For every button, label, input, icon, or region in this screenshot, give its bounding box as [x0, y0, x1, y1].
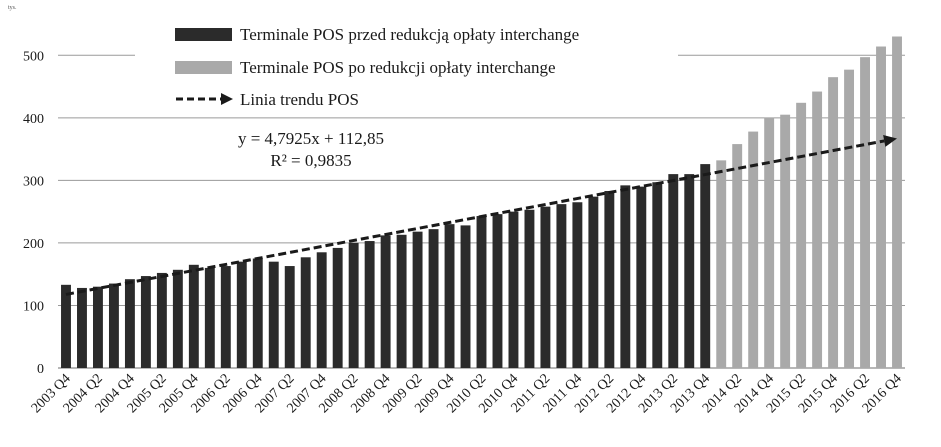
legend-label-before: Terminale POS przed redukcją opłaty inte…: [240, 25, 579, 44]
bar-after: [796, 102, 807, 368]
bar-before: [604, 190, 615, 368]
trendline-r-squared: R² = 0,9835: [270, 151, 351, 170]
bar-before: [108, 283, 119, 368]
bar-before: [380, 235, 391, 368]
bar-after: [780, 114, 791, 368]
bar-before: [364, 241, 375, 368]
bar-before: [460, 225, 471, 368]
legend-trend-arrow-icon: [221, 93, 233, 105]
bar-after: [828, 77, 839, 368]
bars-layer: [61, 36, 902, 369]
bar-before: [700, 164, 711, 368]
bar-before: [220, 266, 231, 368]
bar-before: [540, 206, 551, 368]
y-tick-label: 500: [23, 49, 44, 64]
bar-before: [396, 234, 407, 368]
bar-before: [508, 211, 519, 368]
bar-before: [348, 242, 359, 368]
bar-before: [524, 209, 535, 368]
bar-before: [236, 261, 247, 368]
bar-after: [764, 117, 775, 369]
bar-before: [620, 185, 631, 368]
bar-before: [252, 258, 263, 368]
bar-before: [77, 287, 87, 368]
bar-after: [892, 36, 902, 368]
bar-before: [556, 204, 567, 368]
bar-before: [204, 267, 215, 368]
bar-before: [300, 257, 311, 368]
legend-label-after: Terminale POS po redukcji opłaty interch…: [240, 58, 556, 77]
bar-before: [684, 174, 695, 368]
y-tick-label: 200: [23, 237, 44, 252]
bar-before: [140, 276, 151, 368]
bar-before: [61, 284, 71, 368]
bar-before: [444, 224, 455, 368]
bar-before: [492, 214, 503, 368]
bar-before: [428, 229, 439, 368]
bar-before: [188, 264, 199, 368]
y-axis-unit-label: tys.: [8, 5, 17, 11]
trend-line: [65, 139, 885, 296]
trend-arrow-head: [883, 135, 898, 147]
bar-before: [636, 186, 647, 368]
bar-before: [588, 196, 599, 368]
bar-before: [412, 231, 423, 368]
y-tick-label: 100: [23, 299, 44, 314]
legend: Terminale POS przed redukcją opłaty inte…: [175, 25, 579, 109]
bar-before: [652, 182, 663, 368]
legend-swatch-after: [175, 61, 232, 74]
y-tick-label: 300: [23, 174, 44, 189]
bar-after: [716, 160, 727, 368]
legend-swatch-before: [175, 28, 232, 41]
trend-layer: [65, 135, 898, 296]
bar-before: [156, 272, 167, 368]
bar-before: [124, 279, 135, 368]
bar-before: [172, 269, 183, 368]
bar-before: [668, 174, 679, 368]
bar-after: [860, 57, 871, 369]
bar-before: [268, 261, 279, 368]
bar-before: [316, 252, 327, 368]
bar-after: [876, 46, 886, 369]
bar-after: [844, 69, 855, 369]
y-tick-label: 400: [23, 112, 44, 127]
trendline-equation: y = 4,7925x + 112,85: [238, 129, 384, 148]
bar-after: [748, 131, 759, 368]
bar-before: [572, 202, 583, 368]
y-tick-label: 0: [37, 362, 44, 377]
bar-before: [92, 286, 103, 368]
bar-after: [812, 91, 823, 369]
bar-before: [332, 247, 343, 368]
bar-before: [284, 266, 295, 368]
bar-before: [476, 216, 487, 368]
bar-after: [732, 144, 743, 368]
legend-label-trend: Linia trendu POS: [240, 90, 359, 109]
